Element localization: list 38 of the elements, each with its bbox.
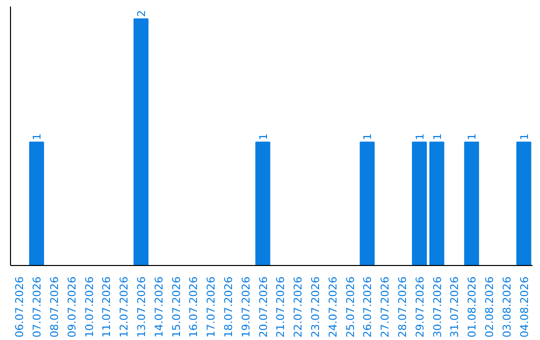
x-tick-label: 30.07.2026 [430,276,444,338]
x-tick-label: 06.07.2026 [13,276,26,338]
x-tick-label: 15.07.2026 [170,276,183,338]
x-tick-label: 02.08.2026 [483,276,496,338]
x-tick-label: 13.07.2026 [135,276,148,338]
x-tick-label: 08.07.2026 [48,276,61,338]
x-tick-label: 16.07.2026 [187,276,200,338]
data-label: 1 [518,133,531,140]
data-label: 1 [413,133,426,140]
x-tick-label: 14.07.2026 [152,276,166,338]
x-tick-label: 18.07.2026 [222,276,235,338]
x-tick-label: 21.07.2026 [274,276,288,338]
data-label: 1 [430,133,444,140]
x-tick-label: 25.07.2026 [344,276,357,338]
x-tick-label: 07.07.2026 [30,276,44,338]
x-tick-label: 09.07.2026 [65,276,78,338]
x-tick-label: 12.07.2026 [118,276,131,338]
data-label: 1 [30,133,44,140]
x-tick-label: 23.07.2026 [309,276,322,338]
x-tick-label: 24.07.2026 [326,276,340,338]
x-tick-label: 31.07.2026 [448,276,462,338]
x-tick-label: 19.07.2026 [239,276,252,338]
x-tick-label: 03.08.2026 [500,276,514,338]
x-tick-label: 11.07.2026 [100,276,114,338]
x-tick-label: 22.07.2026 [292,276,305,338]
x-tick-label: 27.07.2026 [378,276,392,338]
x-tick-label: 26.07.2026 [361,276,374,338]
x-tick-label: 01.08.2026 [466,276,479,338]
x-tick-label: 17.07.2026 [204,276,218,338]
data-label: 1 [256,133,270,140]
data-label: 1 [466,133,479,140]
data-label: 1 [361,133,374,140]
x-tick-label: 28.07.2026 [396,276,409,338]
data-label: 2 [135,10,148,17]
x-tick-label: 04.08.2026 [518,276,531,338]
x-tick-label: 10.07.2026 [82,276,96,338]
x-tick-label: 29.07.2026 [413,276,426,338]
x-tick-label: 20.07.2026 [256,276,270,338]
